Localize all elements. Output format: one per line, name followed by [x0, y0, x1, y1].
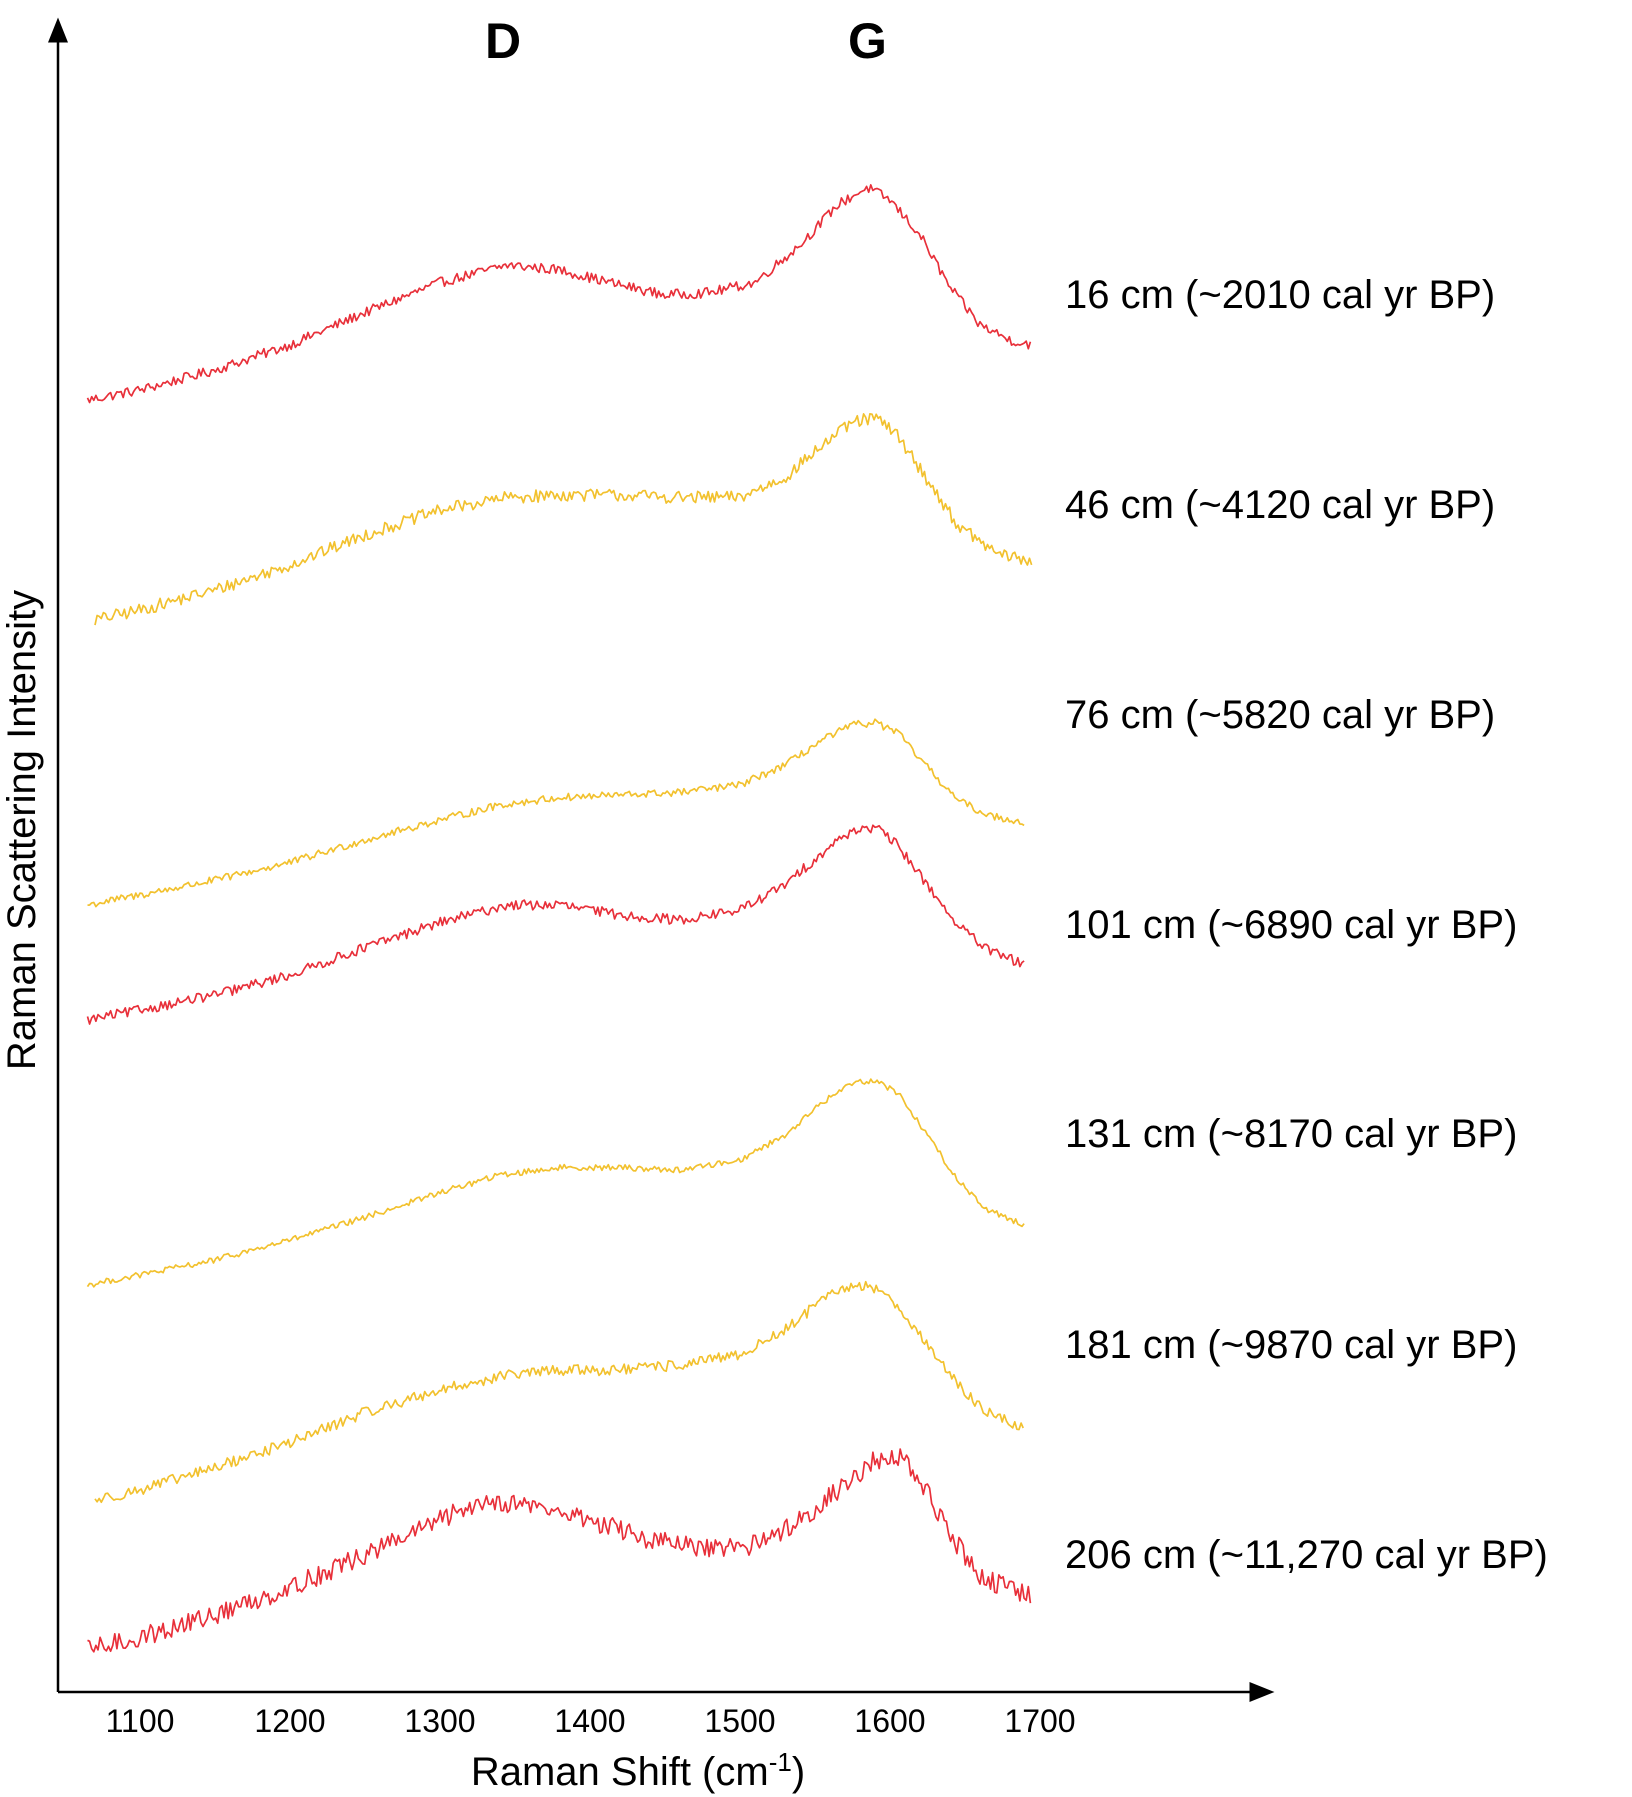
spectrum-line — [94, 1280, 1024, 1504]
spectrum-line — [94, 413, 1033, 626]
spectra-group — [86, 184, 1033, 1653]
x-tick-label: 1100 — [106, 1703, 175, 1739]
x-tick-label: 1400 — [554, 1703, 625, 1739]
y-axis-title: Raman Scattering Intensity — [0, 590, 44, 1070]
series-labels: 16 cm (~2010 cal yr BP) 46 cm (~4120 cal … — [1065, 273, 1548, 1577]
x-tick-label: 1500 — [704, 1703, 775, 1739]
band-label-g: G — [848, 13, 887, 69]
x-tick-label: 1700 — [1004, 1703, 1075, 1739]
series-label: 131 cm (~8170 cal yr BP) — [1065, 1112, 1517, 1156]
series-label: 101 cm (~6890 cal yr BP) — [1065, 903, 1517, 947]
x-tick-labels: 1100 1200 1300 1400 1500 1600 1700 — [106, 1703, 1076, 1739]
spectrum-line — [86, 1078, 1025, 1288]
x-axis-title-superscript: -1 — [769, 1747, 792, 1777]
series-label: 16 cm (~2010 cal yr BP) — [1065, 273, 1495, 317]
band-label-d: D — [485, 13, 521, 69]
series-label: 76 cm (~5820 cal yr BP) — [1065, 693, 1495, 737]
spectrum-line — [87, 718, 1025, 908]
spectrum-line — [86, 824, 1025, 1025]
series-label: 181 cm (~9870 cal yr BP) — [1065, 1323, 1517, 1367]
x-tick-label: 1200 — [254, 1703, 325, 1739]
axes — [48, 17, 1275, 1702]
x-axis-title: Raman Shift (cm-1) — [471, 1747, 805, 1794]
x-tick-label: 1600 — [854, 1703, 925, 1739]
x-tick-label: 1300 — [404, 1703, 475, 1739]
spectrum-line — [86, 184, 1032, 404]
series-label: 206 cm (~11,270 cal yr BP) — [1065, 1533, 1548, 1577]
series-label: 46 cm (~4120 cal yr BP) — [1065, 483, 1495, 527]
spectrum-line — [87, 1448, 1032, 1653]
